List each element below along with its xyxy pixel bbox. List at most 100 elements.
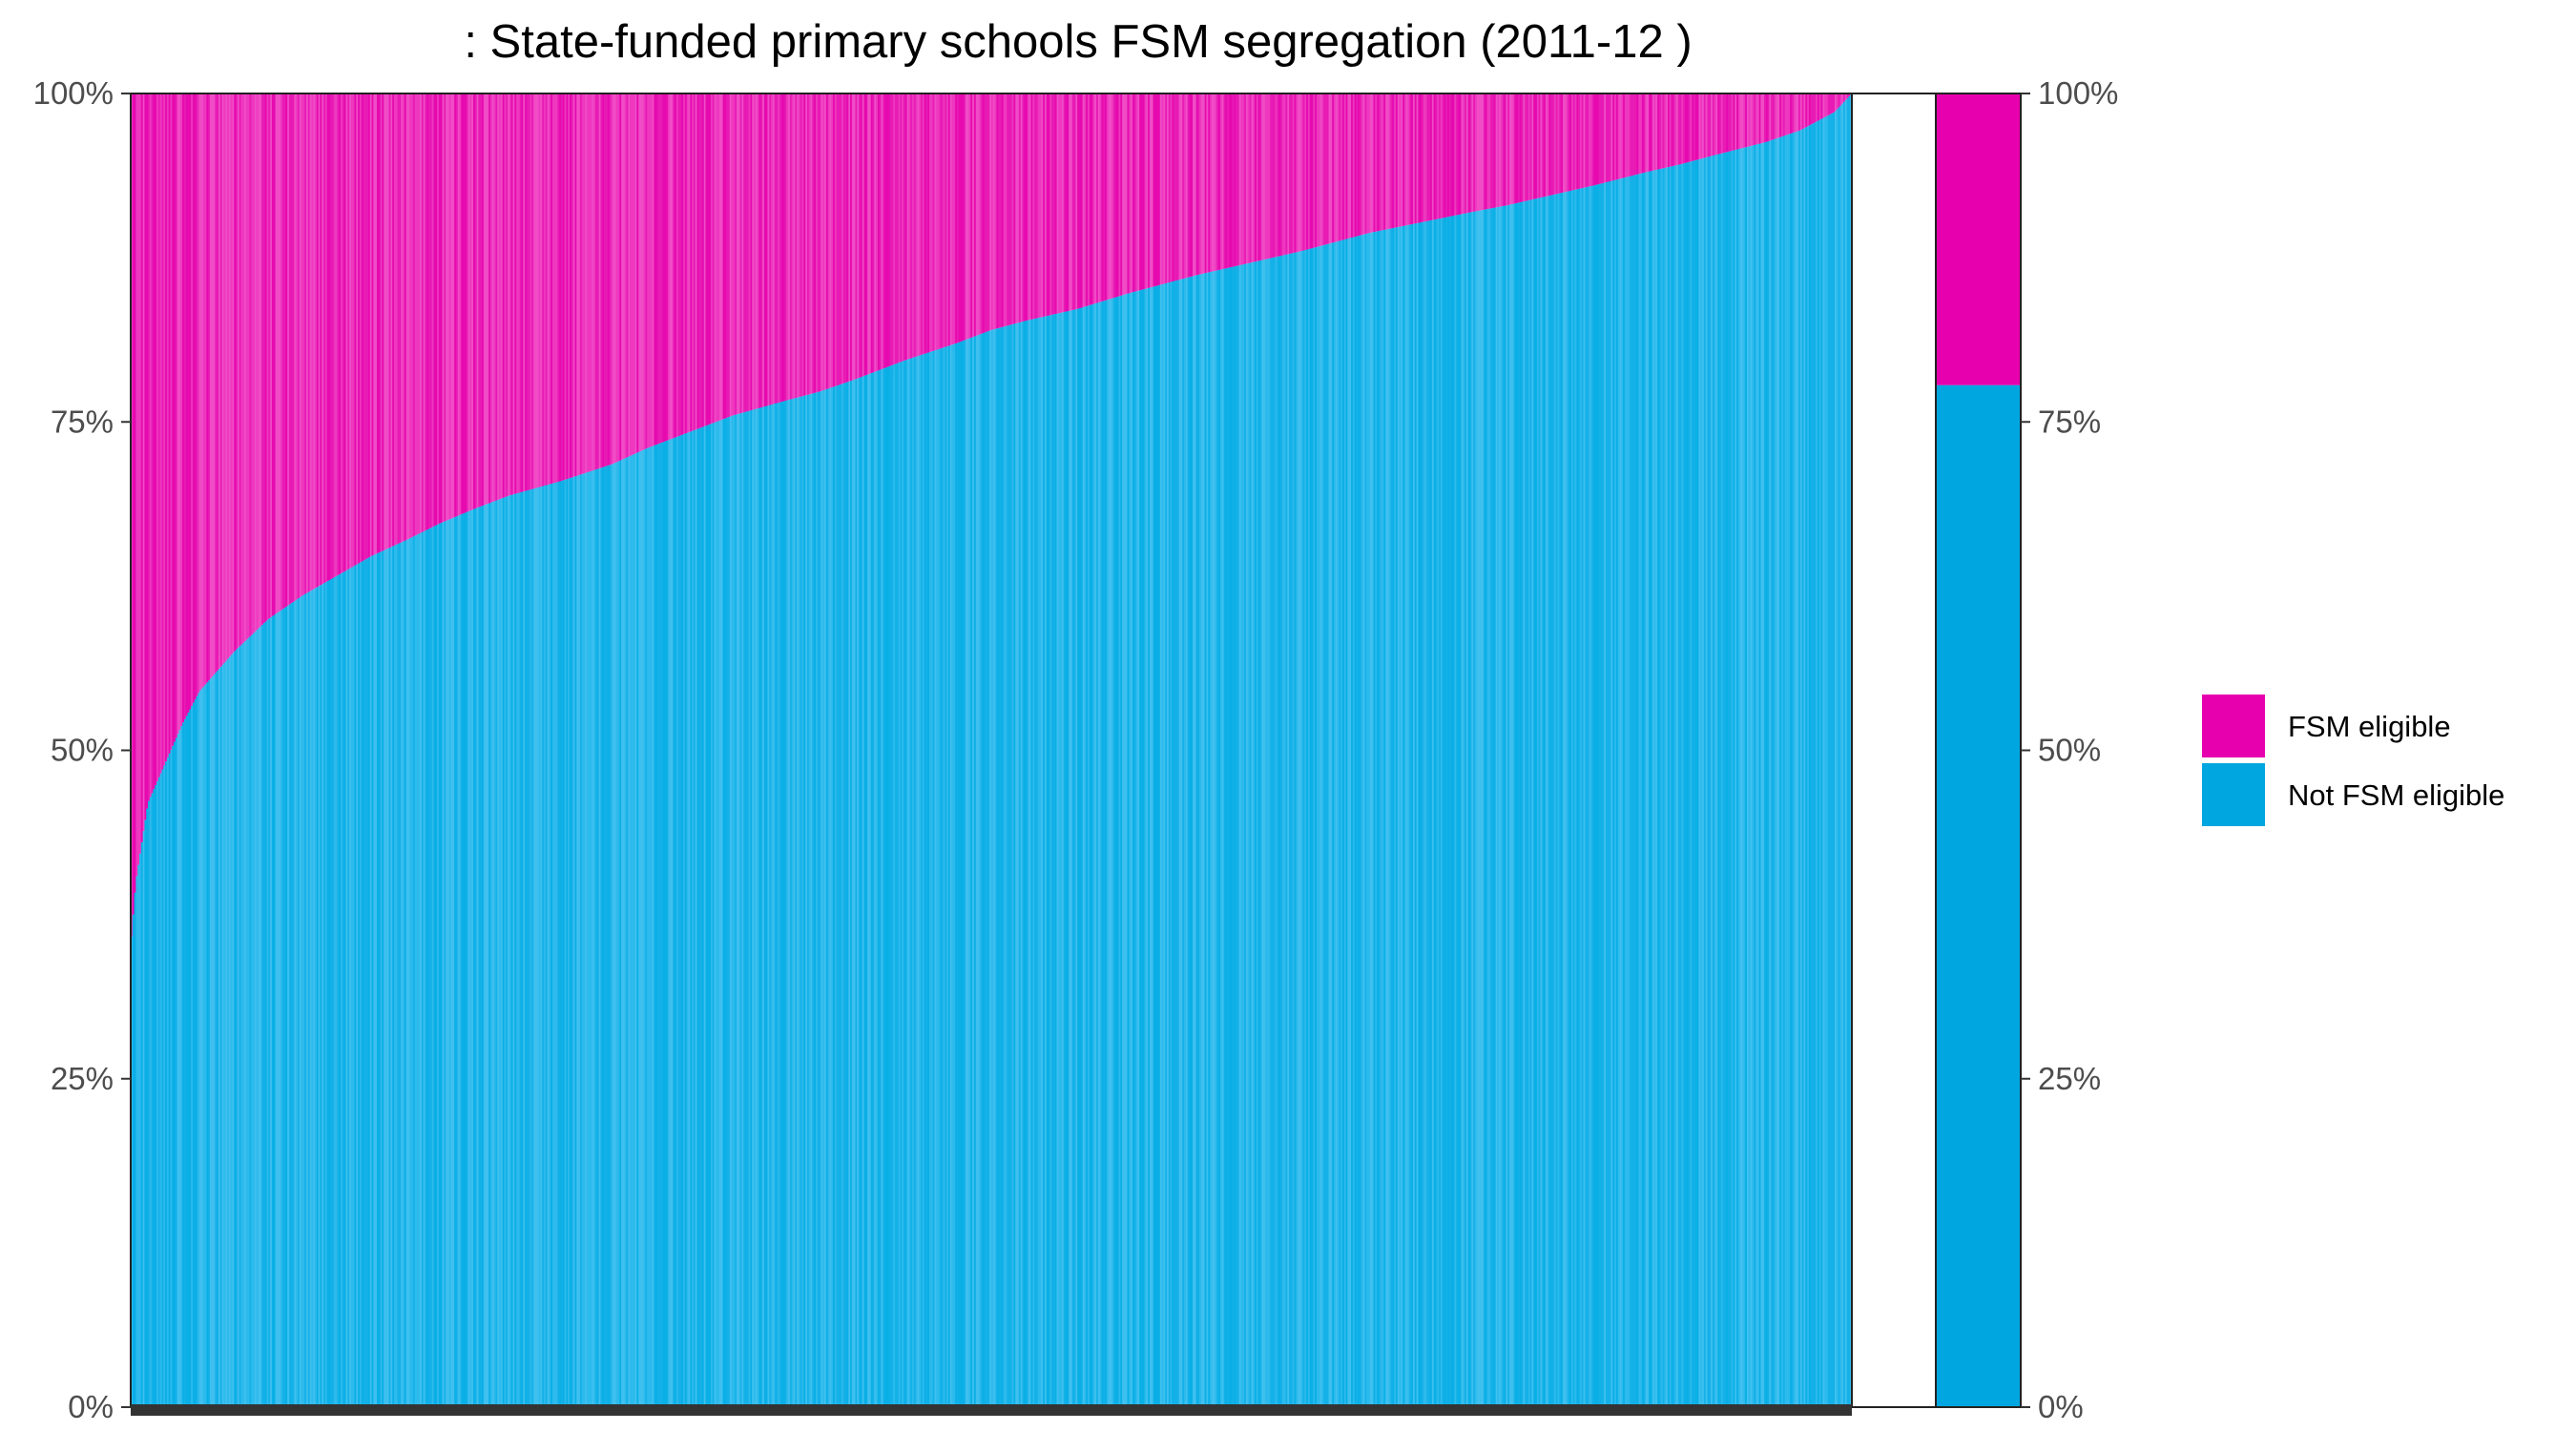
school-bar-not-fsm bbox=[812, 393, 815, 1407]
school-bar-fsm bbox=[459, 93, 462, 515]
school-bar-not-fsm bbox=[194, 699, 197, 1407]
school-bar-fsm bbox=[543, 93, 547, 487]
school-bar-fsm bbox=[1808, 93, 1812, 126]
school-bar-fsm bbox=[1316, 93, 1319, 247]
school-bar-fsm bbox=[551, 93, 553, 484]
school-bar-fsm bbox=[1540, 93, 1543, 197]
school-bar-not-fsm bbox=[1545, 196, 1548, 1407]
school-bar-not-fsm bbox=[151, 793, 155, 1407]
school-bar-not-fsm bbox=[1712, 155, 1715, 1408]
school-bar-fsm bbox=[1060, 93, 1063, 313]
school-bar-not-fsm bbox=[1319, 245, 1322, 1408]
school-bar-not-fsm bbox=[271, 615, 275, 1407]
school-bar-fsm bbox=[853, 93, 857, 380]
school-bar-fsm bbox=[938, 93, 941, 349]
school-bar-not-fsm bbox=[1385, 229, 1388, 1408]
school-bar-fsm bbox=[1302, 93, 1305, 251]
legend-key-not-fsm-eligible[interactable] bbox=[2202, 763, 2265, 826]
school-bar-fsm bbox=[1774, 93, 1777, 139]
school-bar-fsm bbox=[446, 93, 448, 521]
school-bar-not-fsm bbox=[1294, 252, 1297, 1408]
school-bar-fsm bbox=[1619, 93, 1622, 179]
school-bar-fsm bbox=[1726, 93, 1729, 153]
school-bar-fsm bbox=[1058, 93, 1061, 314]
school-bar-fsm bbox=[523, 93, 526, 492]
school-bar-not-fsm bbox=[189, 709, 192, 1407]
school-bar-not-fsm bbox=[714, 422, 717, 1408]
school-bar-not-fsm bbox=[454, 516, 457, 1407]
school-bar-fsm bbox=[666, 93, 669, 441]
school-bar-fsm bbox=[829, 93, 832, 388]
school-bar-not-fsm bbox=[1739, 148, 1743, 1408]
school-bar-not-fsm bbox=[1666, 167, 1669, 1408]
school-bar-fsm bbox=[1598, 93, 1602, 184]
school-bar-fsm bbox=[617, 93, 620, 462]
school-bar-fsm bbox=[1360, 93, 1362, 236]
school-bar-fsm bbox=[1253, 93, 1256, 262]
school-bar-fsm bbox=[750, 93, 753, 411]
school-bar-fsm bbox=[825, 93, 829, 389]
school-bar-not-fsm bbox=[939, 348, 943, 1407]
school-bar-not-fsm bbox=[902, 361, 904, 1407]
school-bar-fsm bbox=[191, 93, 194, 707]
school-bar-not-fsm bbox=[622, 458, 626, 1407]
school-bar-not-fsm bbox=[1337, 240, 1340, 1407]
school-bar-fsm bbox=[1728, 93, 1731, 152]
school-bar-fsm bbox=[1474, 93, 1478, 212]
school-bar-not-fsm bbox=[332, 577, 335, 1407]
school-bar-not-fsm bbox=[998, 327, 1001, 1408]
school-bar-not-fsm bbox=[343, 570, 347, 1407]
school-bar-not-fsm bbox=[1731, 150, 1735, 1407]
school-bar-not-fsm bbox=[686, 432, 690, 1407]
school-bar-fsm bbox=[643, 93, 646, 450]
school-bar-fsm bbox=[1191, 93, 1194, 277]
school-bar-not-fsm bbox=[1092, 303, 1095, 1408]
school-bar-not-fsm bbox=[1791, 133, 1795, 1408]
school-bar-not-fsm bbox=[838, 384, 841, 1408]
school-bar-fsm bbox=[1032, 93, 1035, 320]
school-bar-not-fsm bbox=[242, 642, 245, 1407]
school-bar-not-fsm bbox=[187, 712, 190, 1407]
school-bar-not-fsm bbox=[1561, 193, 1564, 1407]
school-bar-fsm bbox=[896, 93, 900, 363]
school-bar-not-fsm bbox=[628, 456, 631, 1408]
school-bar-not-fsm bbox=[326, 581, 330, 1407]
school-bar-not-fsm bbox=[1003, 326, 1007, 1407]
legend-key-fsm-eligible[interactable] bbox=[2202, 695, 2265, 757]
school-bar-fsm bbox=[1245, 93, 1249, 264]
school-bar-not-fsm bbox=[609, 465, 612, 1408]
school-bar-not-fsm bbox=[908, 359, 911, 1407]
school-bar-fsm bbox=[266, 93, 269, 620]
school-bar-fsm bbox=[889, 93, 892, 366]
school-bar-not-fsm bbox=[1672, 165, 1675, 1407]
school-bar-fsm bbox=[1495, 93, 1498, 208]
school-bar-fsm bbox=[865, 93, 868, 376]
school-bar-fsm bbox=[1137, 93, 1140, 291]
school-bar-not-fsm bbox=[972, 337, 975, 1408]
school-bar-not-fsm bbox=[619, 460, 622, 1408]
school-bar-fsm bbox=[509, 93, 512, 496]
school-bar-not-fsm bbox=[587, 471, 590, 1408]
school-bar-fsm bbox=[1502, 93, 1506, 206]
school-bar-not-fsm bbox=[1440, 218, 1444, 1408]
school-bar-not-fsm bbox=[223, 662, 226, 1407]
school-bar-not-fsm bbox=[301, 595, 303, 1407]
school-bar-not-fsm bbox=[261, 624, 264, 1407]
school-bar-not-fsm bbox=[283, 608, 286, 1407]
school-bar-not-fsm bbox=[1005, 325, 1008, 1407]
school-bar-not-fsm bbox=[288, 604, 292, 1407]
school-bar-fsm bbox=[857, 93, 860, 379]
school-bar-not-fsm bbox=[1657, 169, 1660, 1407]
school-bar-not-fsm bbox=[1275, 257, 1278, 1408]
school-bar-fsm bbox=[1208, 93, 1211, 273]
school-bar-not-fsm bbox=[1309, 248, 1313, 1408]
school-bar-not-fsm bbox=[1426, 220, 1429, 1407]
school-bar-not-fsm bbox=[1674, 165, 1677, 1407]
school-bar-not-fsm bbox=[981, 333, 984, 1407]
school-bar-not-fsm bbox=[1113, 297, 1116, 1407]
school-bar-not-fsm bbox=[211, 676, 215, 1407]
school-bar-not-fsm bbox=[1465, 213, 1469, 1408]
school-bar-not-fsm bbox=[1814, 122, 1817, 1408]
school-bar-not-fsm bbox=[175, 737, 178, 1407]
school-bar-fsm bbox=[782, 93, 786, 402]
